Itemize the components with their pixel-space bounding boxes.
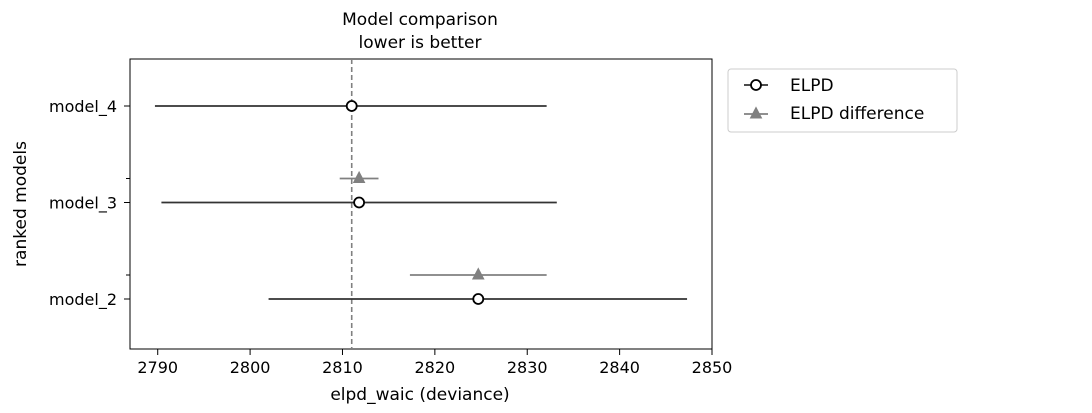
elpd-difference-marker	[471, 267, 485, 280]
legend-diff-label: ELPD difference	[790, 104, 924, 124]
x-tick-label: 2840	[599, 358, 640, 377]
legend-elpd-marker	[750, 79, 762, 91]
elpd-difference-marker	[352, 170, 366, 183]
legend-elpd-label: ELPD	[790, 76, 834, 96]
y-tick-label: model_4	[49, 97, 117, 117]
elpd-marker	[345, 100, 358, 112]
chart-subtitle: lower is better	[359, 33, 482, 53]
x-tick-label: 2790	[137, 358, 178, 377]
legend-diff-marker	[749, 106, 763, 119]
x-tick-label: 2820	[414, 358, 455, 377]
x-tick-label: 2830	[507, 358, 548, 377]
y-tick-label: model_3	[49, 194, 117, 214]
elpd-marker	[353, 196, 366, 209]
y-axis-label: ranked models	[11, 141, 31, 267]
plot-frame	[129, 58, 713, 350]
elpd-marker	[472, 293, 485, 305]
x-tick-label: 2800	[230, 358, 271, 377]
x-tick-label: 2850	[692, 358, 733, 377]
x-axis-label: elpd_waic (deviance)	[330, 385, 509, 405]
y-tick-label: model_2	[49, 290, 117, 310]
chart-title: Model comparison	[342, 10, 498, 30]
legend: ELPD ELPD difference	[727, 68, 958, 133]
x-tick-label: 2810	[322, 358, 363, 377]
legend-box	[727, 68, 958, 133]
